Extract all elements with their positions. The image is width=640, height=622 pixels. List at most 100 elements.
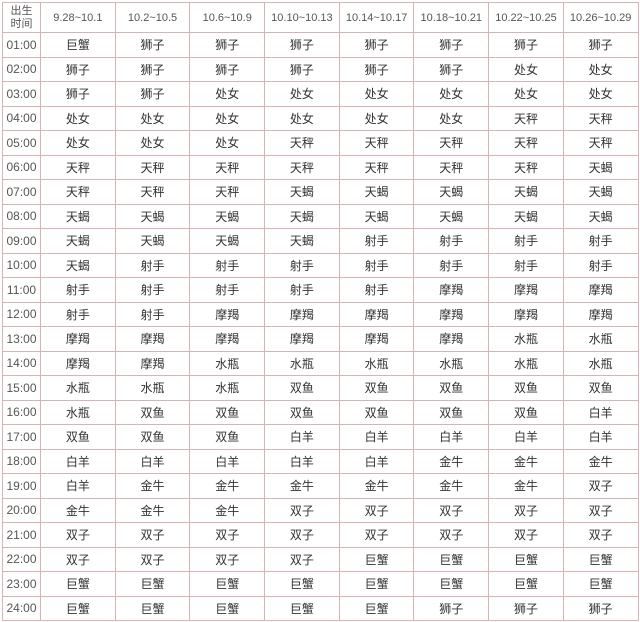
cell: 狮子 <box>339 33 414 58</box>
cell: 天蝎 <box>115 204 190 229</box>
cell: 射手 <box>339 278 414 303</box>
cell: 天秤 <box>339 155 414 180</box>
cell: 天蝎 <box>563 180 638 205</box>
cell: 摩羯 <box>489 302 564 327</box>
cell: 摩羯 <box>41 327 116 352</box>
cell: 摩羯 <box>414 278 489 303</box>
cell: 摩羯 <box>115 351 190 376</box>
cell: 水瓶 <box>190 376 265 401</box>
col-header: 10.26~10.29 <box>563 3 638 33</box>
cell: 双子 <box>115 547 190 572</box>
table-row: 13:00摩羯摩羯摩羯摩羯摩羯摩羯水瓶水瓶 <box>3 327 639 352</box>
table-row: 01:00巨蟹狮子狮子狮子狮子狮子狮子狮子 <box>3 33 639 58</box>
col-header: 10.14~10.17 <box>339 3 414 33</box>
cell: 巨蟹 <box>563 572 638 597</box>
row-header: 08:00 <box>3 204 41 229</box>
cell: 射手 <box>339 229 414 254</box>
cell: 处女 <box>265 82 340 107</box>
cell: 白羊 <box>563 425 638 450</box>
cell: 双子 <box>489 523 564 548</box>
cell: 水瓶 <box>489 351 564 376</box>
cell: 双鱼 <box>489 376 564 401</box>
cell: 天秤 <box>489 131 564 156</box>
cell: 摩羯 <box>339 327 414 352</box>
cell: 射手 <box>563 253 638 278</box>
cell: 摩羯 <box>190 327 265 352</box>
cell: 摩羯 <box>563 278 638 303</box>
cell: 水瓶 <box>339 351 414 376</box>
cell: 白羊 <box>265 425 340 450</box>
cell: 天蝎 <box>339 204 414 229</box>
table-row: 15:00水瓶水瓶水瓶双鱼双鱼双鱼双鱼双鱼 <box>3 376 639 401</box>
cell: 巨蟹 <box>339 547 414 572</box>
cell: 狮子 <box>339 57 414 82</box>
cell: 巨蟹 <box>563 547 638 572</box>
cell: 天蝎 <box>265 204 340 229</box>
cell: 狮子 <box>489 33 564 58</box>
cell: 白羊 <box>563 400 638 425</box>
cell: 双子 <box>414 523 489 548</box>
row-header: 12:00 <box>3 302 41 327</box>
cell: 天蝎 <box>41 229 116 254</box>
row-header: 24:00 <box>3 596 41 621</box>
cell: 双子 <box>563 474 638 499</box>
cell: 天蝎 <box>414 204 489 229</box>
cell: 天蝎 <box>190 229 265 254</box>
table-row: 23:00巨蟹巨蟹巨蟹巨蟹巨蟹巨蟹巨蟹巨蟹 <box>3 572 639 597</box>
cell: 天秤 <box>115 180 190 205</box>
cell: 处女 <box>115 131 190 156</box>
cell: 双子 <box>265 547 340 572</box>
cell: 狮子 <box>115 33 190 58</box>
table-row: 17:00双鱼双鱼双鱼白羊白羊白羊白羊白羊 <box>3 425 639 450</box>
row-header: 16:00 <box>3 400 41 425</box>
cell: 处女 <box>563 82 638 107</box>
cell: 巨蟹 <box>414 572 489 597</box>
cell: 天秤 <box>339 131 414 156</box>
cell: 天秤 <box>190 180 265 205</box>
cell: 双子 <box>563 523 638 548</box>
cell: 射手 <box>41 302 116 327</box>
cell: 水瓶 <box>563 327 638 352</box>
cell: 射手 <box>190 253 265 278</box>
cell: 天秤 <box>563 106 638 131</box>
cell: 摩羯 <box>115 327 190 352</box>
table-row: 04:00处女处女处女处女处女处女天秤天秤 <box>3 106 639 131</box>
cell: 天秤 <box>414 155 489 180</box>
row-header: 03:00 <box>3 82 41 107</box>
row-header: 17:00 <box>3 425 41 450</box>
row-header: 23:00 <box>3 572 41 597</box>
row-header: 05:00 <box>3 131 41 156</box>
cell: 金牛 <box>115 498 190 523</box>
cell: 射手 <box>115 302 190 327</box>
cell: 天秤 <box>563 131 638 156</box>
cell: 巨蟹 <box>265 572 340 597</box>
cell: 双鱼 <box>265 376 340 401</box>
col-header: 10.18~10.21 <box>414 3 489 33</box>
cell: 双子 <box>414 498 489 523</box>
cell: 射手 <box>563 229 638 254</box>
cell: 天秤 <box>414 131 489 156</box>
col-header: 10.2~10.5 <box>115 3 190 33</box>
cell: 白羊 <box>339 449 414 474</box>
cell: 巨蟹 <box>41 33 116 58</box>
cell: 双鱼 <box>190 425 265 450</box>
row-header: 14:00 <box>3 351 41 376</box>
table-row: 20:00金牛金牛金牛双子双子双子双子双子 <box>3 498 639 523</box>
cell: 巨蟹 <box>41 572 116 597</box>
cell: 摩羯 <box>563 302 638 327</box>
cell: 白羊 <box>41 474 116 499</box>
cell: 天蝎 <box>489 180 564 205</box>
table-row: 10:00天蝎射手射手射手射手射手射手射手 <box>3 253 639 278</box>
cell: 天蝎 <box>414 180 489 205</box>
cell: 白羊 <box>115 449 190 474</box>
cell: 水瓶 <box>265 351 340 376</box>
cell: 处女 <box>190 106 265 131</box>
cell: 天秤 <box>190 155 265 180</box>
cell: 处女 <box>41 106 116 131</box>
col-header: 10.22~10.25 <box>489 3 564 33</box>
cell: 天蝎 <box>489 204 564 229</box>
cell: 巨蟹 <box>339 572 414 597</box>
table-row: 07:00天秤天秤天秤天蝎天蝎天蝎天蝎天蝎 <box>3 180 639 205</box>
cell: 处女 <box>339 82 414 107</box>
cell: 天秤 <box>489 155 564 180</box>
